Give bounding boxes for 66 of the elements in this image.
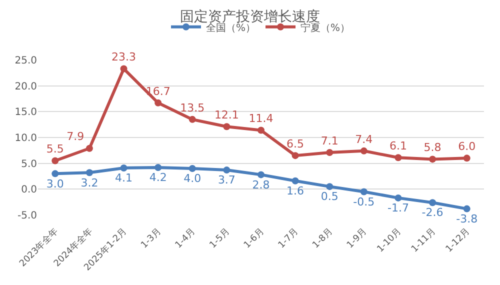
point [188,116,196,123]
data-label: -3.8 [456,212,478,226]
data-label: 12.1 [214,108,239,122]
data-label: 7.1 [320,134,338,148]
point [120,65,128,72]
y-tick-label: 25.0 [14,56,37,66]
x-tick-label: 1-4月 [174,226,198,251]
y-tick-label: 20.0 [14,81,37,92]
y-tick-label: 5.0 [21,158,37,170]
y-tick-label: 10.0 [14,133,37,144]
data-label: 6.5 [286,137,304,150]
y-tick-label: -5.0 [17,210,37,222]
point [394,194,402,202]
y-tick-label: 0.0 [21,184,37,196]
data-label: 11.4 [248,112,274,126]
point [463,205,470,212]
data-label: 3.2 [80,176,98,190]
data-label: 23.3 [112,50,136,64]
x-tick-label: 1-3月 [140,226,164,251]
data-label: 7.9 [66,130,84,144]
y-tick-label: 15.0 [14,107,37,118]
data-label: 4.1 [115,172,133,185]
point [52,157,59,164]
point [86,169,93,176]
point [223,166,230,174]
data-label: 5.5 [46,142,64,156]
data-label: -0.5 [353,195,375,208]
data-label: 0.5 [320,190,338,204]
point [429,156,436,163]
data-label: 3.7 [218,174,236,187]
point [154,99,162,106]
data-label: 4.2 [149,171,167,184]
data-label: 7.4 [355,132,373,146]
point [52,170,59,178]
data-label: 6.1 [389,140,407,153]
point [154,164,162,171]
point [360,188,368,196]
legend-label: 全国（%） [206,22,256,34]
point [360,147,368,154]
point [463,154,470,162]
point [429,199,436,206]
point [258,126,264,134]
x-tick-label: 1-5月 [208,226,232,251]
data-label: -1.7 [387,202,409,215]
x-tick-label: 1-6月 [242,226,266,251]
point [292,152,299,160]
data-label: 13.5 [180,101,205,114]
point [326,183,334,190]
data-label: 5.8 [424,141,442,154]
x-tick-label: 1-9月 [345,226,370,251]
data-label: 6.0 [458,140,476,154]
data-label: 4.0 [184,172,202,186]
point [258,171,264,178]
data-label: -2.6 [422,206,444,220]
point [223,123,230,130]
point [188,165,196,172]
data-label: 3.0 [46,177,64,190]
point [326,148,334,156]
data-label: 1.6 [286,184,304,198]
data-label: 2.8 [252,178,270,192]
point [394,154,402,162]
x-tick-label: 1-8月 [311,226,335,251]
point [120,164,128,172]
x-tick-label: 1-7月 [276,226,301,251]
point [86,144,93,152]
point [292,177,299,184]
